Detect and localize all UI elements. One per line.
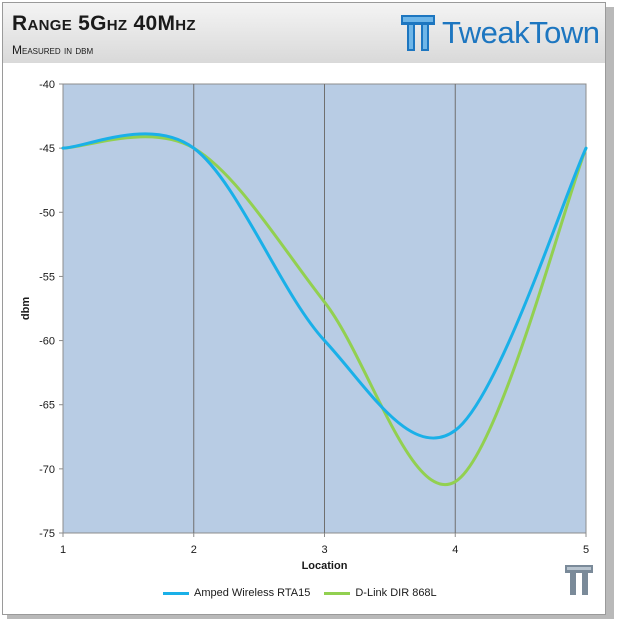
legend-label-amped: Amped Wireless RTA15 [194,587,311,599]
y-tick-label: -65 [39,400,55,412]
legend-label-dlink: D-Link DIR 868L [355,587,437,599]
legend-swatch-amped [163,591,189,595]
y-tick-label: -40 [39,79,55,91]
x-tick-label: 3 [321,544,327,556]
chart-header: Range 5Ghz 40Mhz Measured in dbm TweakTo… [3,3,605,63]
logo-text: TweakTown [442,15,600,50]
x-tick-label: 4 [452,544,458,556]
chart-frame: Range 5Ghz 40Mhz Measured in dbm TweakTo… [2,2,606,615]
y-axis-label: dbm [20,297,32,320]
y-tick-label: -55 [39,271,55,283]
tweaktown-logo: TweakTown [399,9,600,55]
line-chart: -40 -45 -50 -55 -60 -65 -70 -75 1 2 3 4 5 Location dbm [20,79,589,572]
tweaktown-logo-icon [401,15,435,51]
series-line-0 [61,132,588,440]
y-tick-label: -50 [39,207,55,219]
x-tick-label: 1 [60,544,66,556]
legend-item-amped: Amped Wireless RTA15 [163,587,310,599]
chart-legend: Amped Wireless RTA15 D-Link DIR 868L [163,586,451,600]
y-tick-label: -75 [39,528,55,540]
x-axis-label: Location [302,560,348,572]
x-tick-label: 5 [583,544,589,556]
legend-item-dlink: D-Link DIR 868L [324,587,437,599]
chart-subtitle: Measured in dbm [12,43,94,57]
y-tick-label: -70 [39,464,55,476]
corner-logo-icon [565,565,593,595]
chart-area: -40 -45 -50 -55 -60 -65 -70 -75 1 2 3 4 5 Location dbm [3,63,605,614]
y-tick-label: -60 [39,336,55,348]
legend-swatch-dlink [324,591,351,595]
x-tick-label: 2 [191,544,197,556]
chart-title: Range 5Ghz 40Mhz [12,12,196,35]
y-tick-label: -45 [39,143,55,155]
